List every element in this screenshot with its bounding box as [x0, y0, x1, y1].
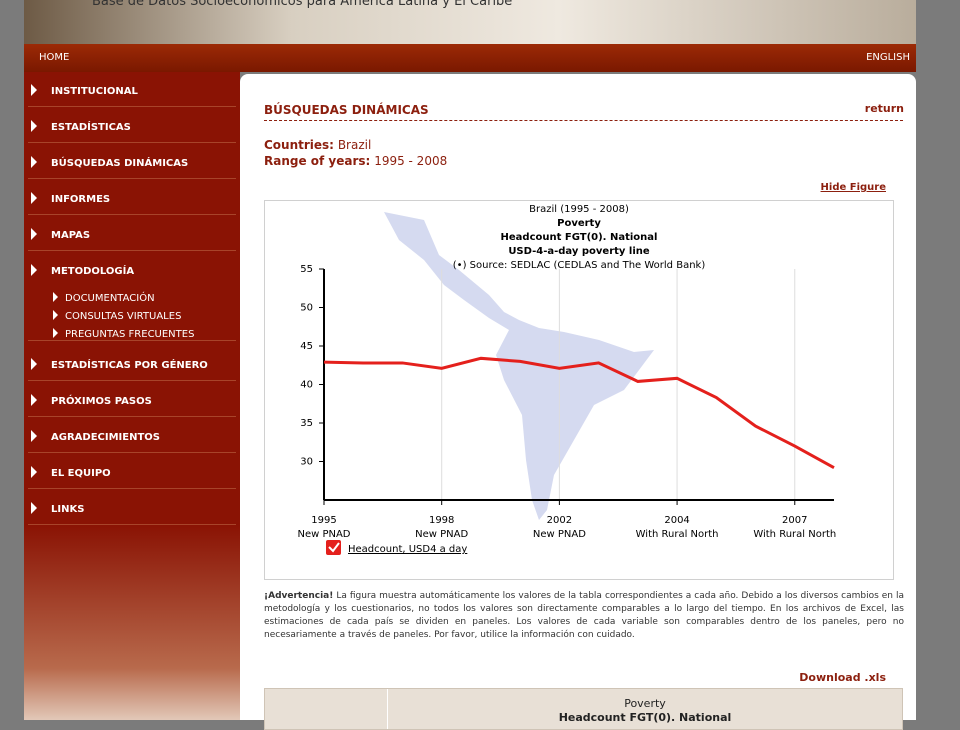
- separator: [28, 452, 236, 453]
- table-header-cell: Poverty: [624, 697, 666, 710]
- x-tick-label: 2007: [782, 515, 807, 526]
- divider: [264, 120, 903, 121]
- x-tick-sublabel: With Rural North: [636, 529, 719, 540]
- chart-title: Brazil (1995 - 2008): [529, 204, 629, 215]
- menu-item[interactable]: EL EQUIPO: [31, 466, 111, 479]
- y-tick-label: 50: [300, 303, 313, 314]
- submenu-item[interactable]: PREGUNTAS FRECUENTES: [52, 328, 195, 340]
- warning: ¡Advertencia! La figura muestra automáti…: [264, 590, 904, 642]
- submenu-item[interactable]: CONSULTAS VIRTUALES: [52, 310, 182, 322]
- nav-bar: HOME ENGLISH: [24, 44, 916, 72]
- separator: [28, 340, 236, 341]
- legend-check: [328, 542, 340, 553]
- menu-item[interactable]: ESTADÍSTICAS POR GÉNERO: [31, 358, 208, 371]
- chart-subtitle: (•) Source: SEDLAC (CEDLAS and The World…: [453, 260, 706, 271]
- table-header-cell: Headcount FGT(0). National: [558, 711, 732, 724]
- menu-item[interactable]: BÚSQUEDAS DINÁMICAS: [30, 156, 189, 169]
- x-tick-label: 2002: [547, 515, 572, 526]
- chart-title: USD-4-a-day poverty line: [508, 246, 650, 257]
- separator: [28, 524, 236, 525]
- banner-title: Base de Datos Socioeconómicos para Améri…: [92, 0, 513, 9]
- y-tick-label: 30: [300, 457, 313, 468]
- years-label: Range of years:: [264, 154, 371, 168]
- menu-item[interactable]: LINKS: [30, 502, 85, 515]
- menu-item[interactable]: AGRADECIMIENTOS: [31, 430, 160, 443]
- x-tick-sublabel: New PNAD: [415, 529, 468, 540]
- x-tick-label: 1998: [429, 515, 454, 526]
- warning-text: La figura muestra automáticamente los va…: [264, 591, 904, 640]
- countries-label: Countries:: [264, 138, 334, 152]
- separator: [28, 214, 236, 215]
- heading: BÚSQUEDAS DINÁMICAS: [264, 103, 429, 117]
- x-tick-label: 1995: [311, 515, 336, 526]
- separator: [28, 178, 236, 179]
- separator: [28, 416, 236, 417]
- menu-item[interactable]: MAPAS: [30, 228, 91, 241]
- menu-item[interactable]: METODOLOGÍA: [30, 264, 135, 277]
- sidebar: INSTITUCIONAL ESTADÍSTICAS BÚSQUEDAS DINÁM…: [24, 72, 240, 720]
- submenu-item[interactable]: DOCUMENTACIÓN: [53, 292, 155, 304]
- menu-item[interactable]: INFORMES: [30, 192, 111, 205]
- language-link[interactable]: ENGLISH: [866, 52, 910, 63]
- x-tick-sublabel: With Rural North: [753, 529, 836, 540]
- y-tick-label: 45: [300, 341, 313, 352]
- chart-title: Poverty: [557, 218, 601, 229]
- countries: Brazil: [337, 138, 372, 152]
- legend-swatch: [326, 540, 341, 555]
- separator: [28, 142, 236, 143]
- x-tick-sublabel: New PNAD: [533, 529, 586, 540]
- y-tick-label: 40: [300, 380, 313, 391]
- warning-title: ¡Advertencia!: [264, 591, 334, 601]
- download-link[interactable]: Download .xls: [799, 671, 886, 684]
- x-tick-sublabel: New PNAD: [297, 529, 350, 540]
- map-background: [384, 212, 654, 520]
- separator: [28, 488, 236, 489]
- series-line: [323, 356, 835, 469]
- y-tick-label: 55: [300, 264, 313, 275]
- home-link[interactable]: HOME: [39, 52, 70, 63]
- banner: Base de Datos Socioeconómicos para Améri…: [24, 0, 916, 44]
- separator: [28, 106, 236, 107]
- return-link[interactable]: return: [864, 102, 904, 115]
- menu-item[interactable]: INSTITUCIONAL: [31, 84, 138, 97]
- x-tick-label: 2004: [664, 515, 689, 526]
- chart-title: Headcount FGT(0). National: [501, 232, 658, 243]
- separator: [28, 250, 236, 251]
- y-tick-label: 35: [300, 418, 313, 429]
- separator: [28, 380, 236, 381]
- menu-item[interactable]: PRÓXIMOS PASOS: [31, 394, 152, 407]
- menu-item[interactable]: ESTADÍSTICAS: [31, 120, 131, 133]
- chart: Brazil (1995 - 2008) Poverty Headcount FGT…: [264, 200, 894, 580]
- table-header: Poverty Headcount FGT(0). National: [264, 688, 903, 730]
- legend-label[interactable]: Headcount, USD4 a day: [348, 544, 467, 555]
- years: 1995 - 2008: [374, 154, 448, 168]
- hide-figure-link[interactable]: Hide Figure: [820, 182, 886, 193]
